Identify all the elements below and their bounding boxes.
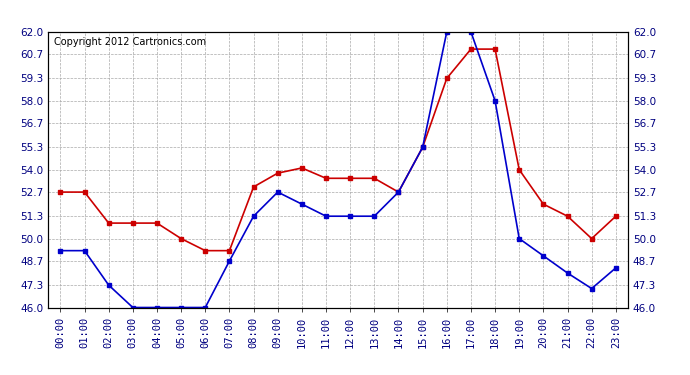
Text: Outdoor Temperature (Red) vs THSW Index (Blue) per Hour (24 Hours) 20120506: Outdoor Temperature (Red) vs THSW Index …: [75, 8, 615, 21]
Text: Copyright 2012 Cartronics.com: Copyright 2012 Cartronics.com: [54, 38, 206, 47]
